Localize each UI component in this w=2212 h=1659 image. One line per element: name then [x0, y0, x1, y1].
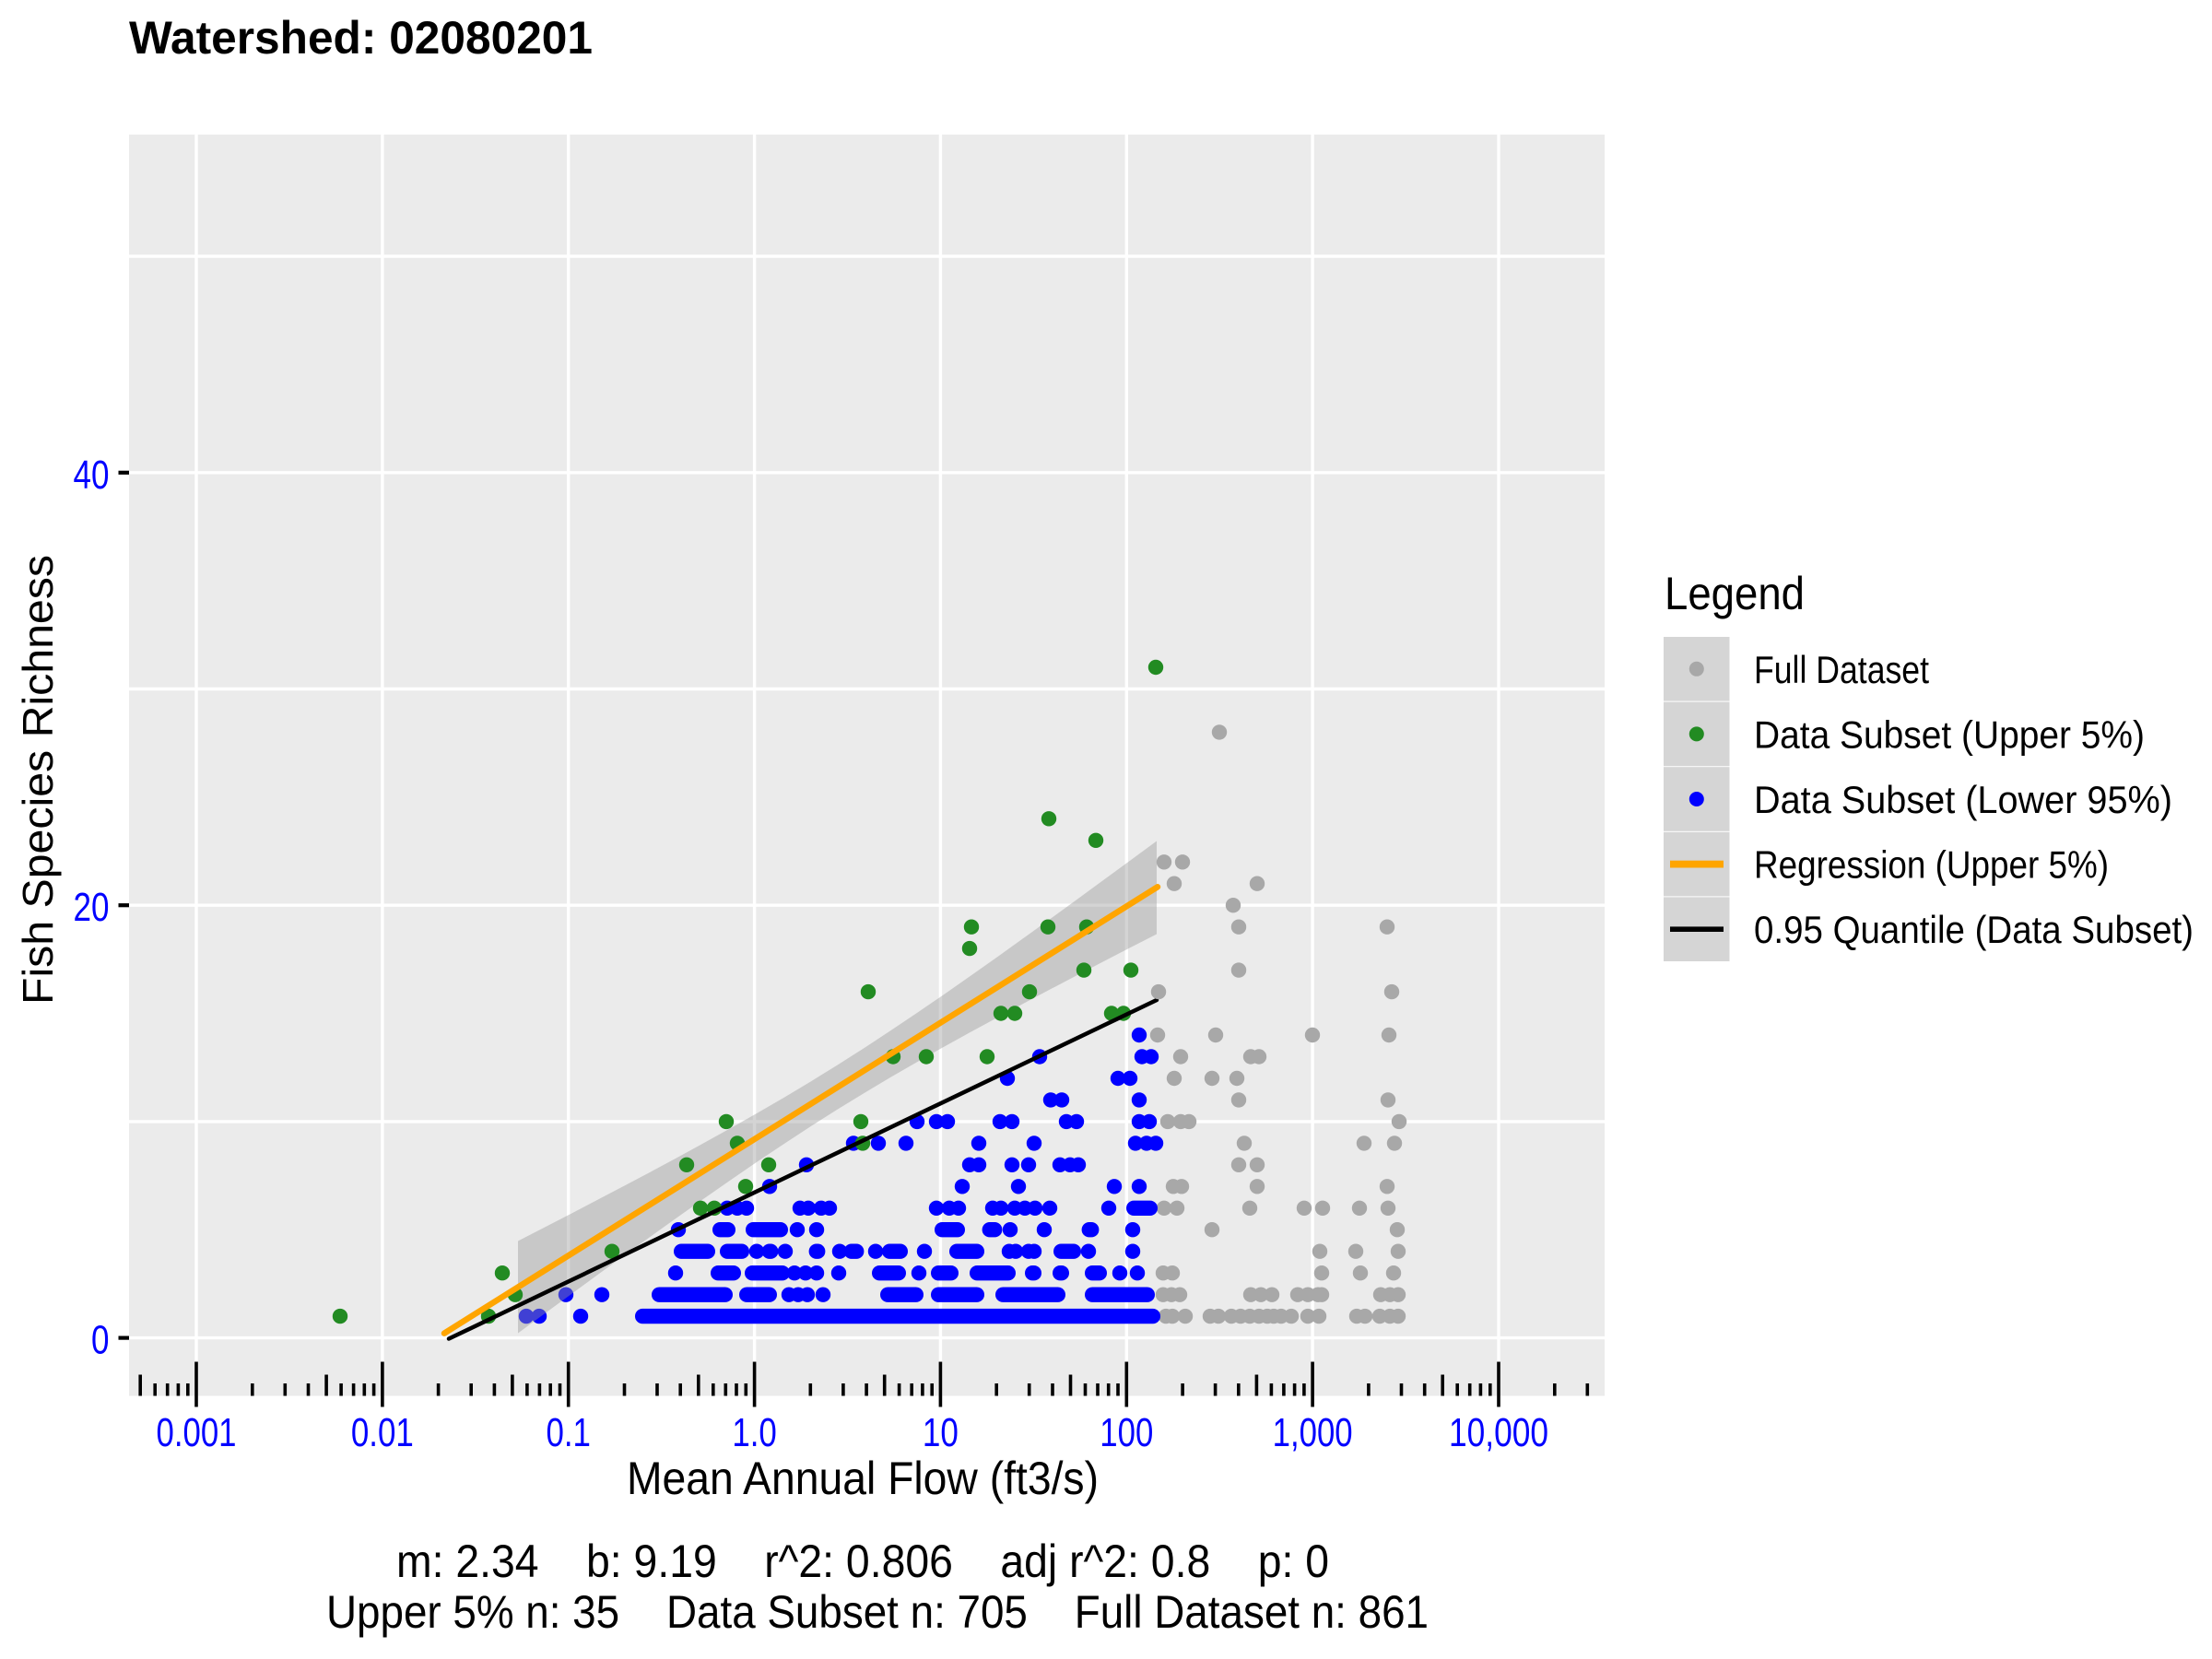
- svg-text:0.95 Quantile (Data Subset): 0.95 Quantile (Data Subset): [1754, 908, 2194, 951]
- svg-text:40: 40: [74, 453, 110, 498]
- svg-text:0.1: 0.1: [546, 1410, 591, 1455]
- svg-text:0.001: 0.001: [157, 1410, 237, 1455]
- svg-text:10: 10: [923, 1410, 959, 1455]
- svg-text:100: 100: [1100, 1410, 1153, 1455]
- svg-text:Upper 5% n: 35 Data Subset: Upper 5% n: 35 Data Subset n: 705 Full D…: [326, 1586, 1429, 1638]
- svg-text:Watershed: 02080201: Watershed: 02080201: [129, 12, 593, 64]
- svg-text:m: 2.34 b: 9.19 r^2: 0.8: m: 2.34 b: 9.19 r^2: 0.806 adj r^2: 0.8 …: [396, 1535, 1329, 1587]
- svg-text:Full Dataset: Full Dataset: [1754, 648, 1929, 691]
- svg-text:Legend: Legend: [1665, 568, 1805, 619]
- svg-text:20: 20: [74, 885, 110, 930]
- svg-text:Data Subset (Upper 5%): Data Subset (Upper 5%): [1754, 712, 2145, 756]
- svg-text:0: 0: [91, 1318, 110, 1363]
- svg-text:Fish Species Richness: Fish Species Richness: [14, 555, 62, 1005]
- svg-text:Regression (Upper 5%): Regression (Upper 5%): [1754, 843, 2109, 887]
- svg-text:Data Subset (Lower 95%): Data Subset (Lower 95%): [1754, 778, 2172, 821]
- svg-text:0.01: 0.01: [351, 1410, 414, 1455]
- svg-text:1.0: 1.0: [732, 1410, 777, 1455]
- svg-text:Mean Annual Flow (ft3/s): Mean Annual Flow (ft3/s): [627, 1453, 1099, 1504]
- svg-text:10,000: 10,000: [1449, 1410, 1548, 1455]
- svg-text:1,000: 1,000: [1273, 1410, 1353, 1455]
